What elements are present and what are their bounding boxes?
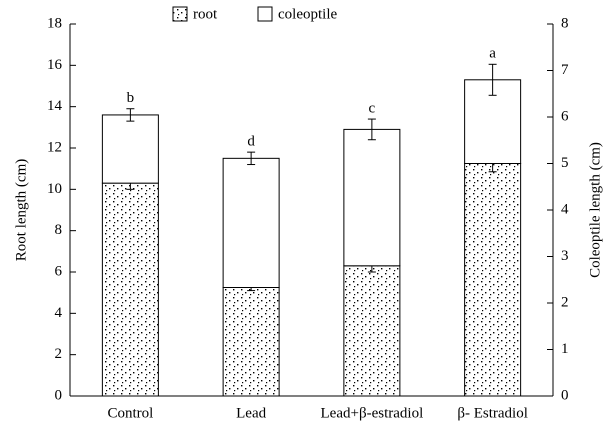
y2-tick-label: 8	[561, 15, 569, 31]
significance-letter: d	[247, 134, 255, 150]
x-tick-label: Control	[107, 405, 153, 421]
x-tick-label: Lead	[236, 405, 266, 421]
y2-tick-label: 5	[561, 155, 569, 171]
legend-label: root	[193, 6, 218, 22]
bar-segment	[222, 157, 280, 288]
y-tick-label: 16	[47, 57, 63, 73]
y-tick-label: 12	[47, 139, 62, 155]
y-tick-label: 0	[55, 387, 63, 403]
y2-tick-label: 0	[561, 387, 569, 403]
bar-segment	[101, 114, 159, 184]
y-tick-label: 8	[55, 222, 63, 238]
legend-swatch	[172, 6, 188, 22]
significance-letter: a	[489, 46, 496, 62]
y-tick-label: 18	[47, 15, 62, 31]
y-axis-label: Root length (cm)	[13, 159, 29, 261]
significance-letter: c	[369, 101, 376, 117]
y-tick-label: 10	[47, 181, 62, 197]
legend-swatch	[257, 6, 273, 22]
y2-tick-label: 2	[561, 294, 569, 310]
x-tick-label: Lead+β-estradiol	[321, 405, 424, 421]
y-tick-label: 14	[47, 98, 63, 114]
bar-segment	[222, 287, 280, 397]
bar-segment	[464, 163, 522, 397]
x-tick-label: β- Estradiol	[457, 405, 528, 421]
y-tick-label: 4	[55, 305, 63, 321]
y2-axis-label: Coleoptile length (cm)	[587, 142, 603, 278]
significance-letter: b	[127, 90, 135, 106]
y2-tick-label: 1	[561, 341, 569, 357]
bar-segment	[343, 128, 401, 267]
y2-tick-label: 7	[561, 62, 569, 78]
y2-tick-label: 4	[561, 201, 569, 217]
y2-tick-label: 3	[561, 248, 569, 264]
bar-segment	[101, 182, 159, 397]
y2-tick-label: 6	[561, 108, 569, 124]
bar-segment	[343, 265, 401, 397]
y-tick-label: 6	[55, 263, 63, 279]
legend-label: coleoptile	[278, 6, 337, 22]
y-tick-label: 2	[55, 346, 63, 362]
